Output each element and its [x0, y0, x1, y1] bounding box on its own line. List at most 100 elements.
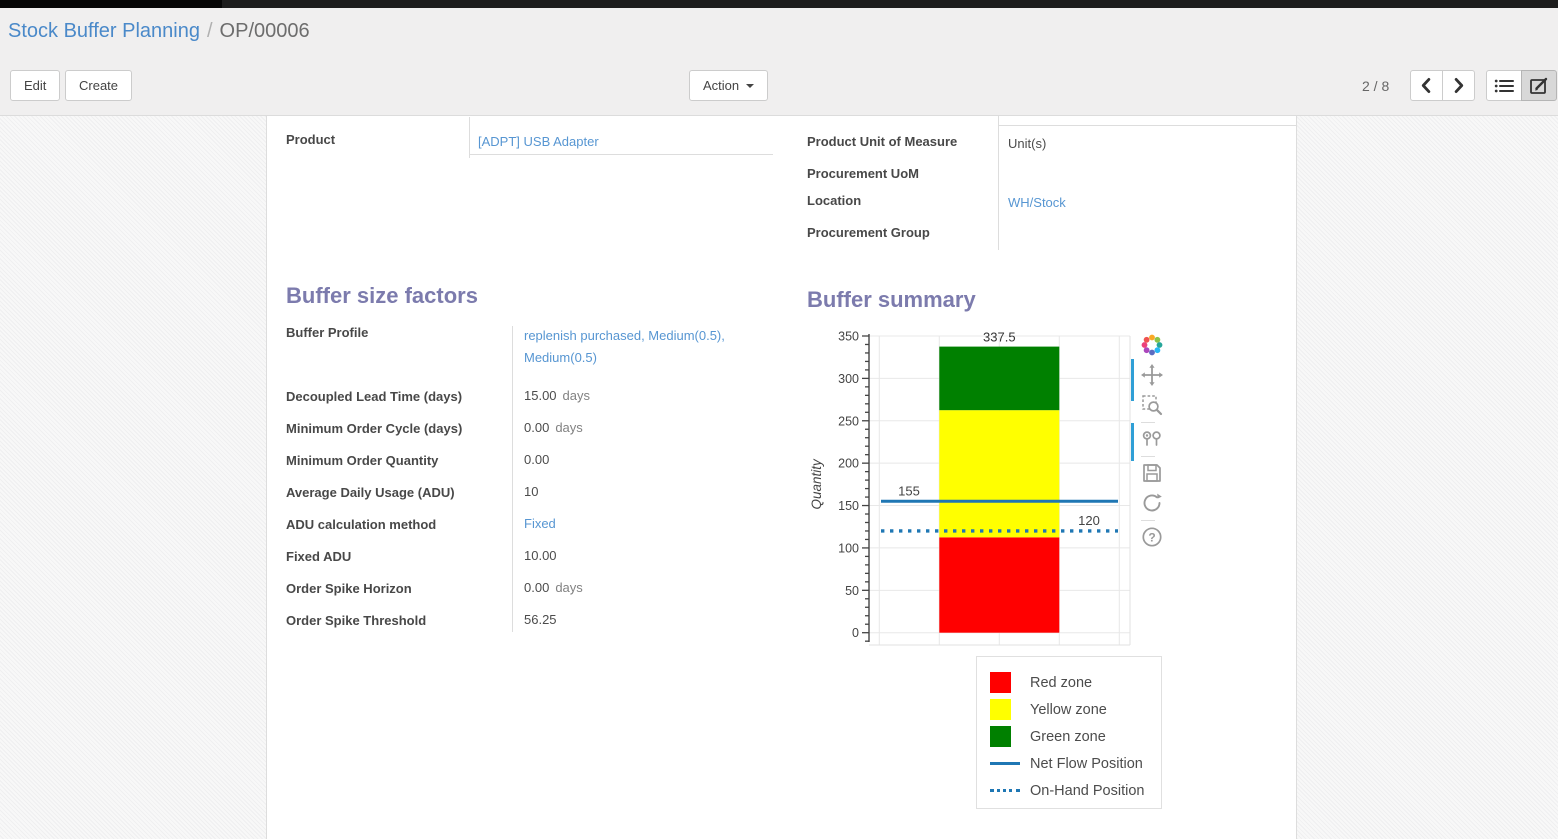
field-label: Order Spike Threshold: [286, 612, 427, 628]
compare-hover-icon[interactable]: [1139, 426, 1165, 452]
field-row-fixed-adu: Fixed ADU 10.00: [286, 540, 791, 572]
modebar-active-indicator: [1131, 359, 1134, 401]
field-label: Minimum Order Cycle (days): [286, 420, 463, 436]
field-value: 0.00: [524, 452, 550, 467]
svg-text:155: 155: [898, 483, 920, 498]
plotly-logo-icon[interactable]: [1139, 332, 1165, 358]
action-dropdown-button[interactable]: Action: [689, 70, 769, 101]
chevron-right-icon: [1454, 77, 1464, 94]
svg-text:0: 0: [852, 626, 859, 640]
reset-axes-icon[interactable]: [1139, 490, 1165, 516]
field-label: Order Spike Horizon: [286, 580, 412, 596]
procurement-uom-field-label: Procurement UoM: [807, 166, 919, 181]
svg-text:337.5: 337.5: [983, 330, 1016, 345]
buffer-factors-table: Buffer Profile replenish purchased, Medi…: [286, 322, 791, 636]
pager-next-button[interactable]: [1442, 70, 1475, 101]
field-row-min-order-cycle: Minimum Order Cycle (days) 0.00 days: [286, 412, 791, 444]
field-label: Decoupled Lead Time (days): [286, 388, 463, 404]
pager-previous-button[interactable]: [1410, 70, 1443, 101]
field-label: Average Daily Usage (ADU): [286, 484, 455, 500]
field-row-adu-method: ADU calculation method Fixed: [286, 508, 791, 540]
chevron-left-icon: [1421, 77, 1431, 94]
field-row-spike-threshold: Order Spike Threshold 56.25: [286, 604, 791, 636]
buffer-size-factors-title: Buffer size factors: [286, 283, 478, 308]
adu-method-value[interactable]: Fixed: [524, 516, 556, 531]
breadcrumb-separator: /: [206, 20, 213, 42]
field-row-decoupled-lead-time: Decoupled Lead Time (days) 15.00 days: [286, 380, 791, 412]
field-label: ADU calculation method: [286, 516, 437, 532]
window-top-bar-segment: [0, 0, 222, 8]
content-background: Product [ADPT] USB Adapter Product Unit …: [0, 116, 1558, 839]
field-label: Minimum Order Quantity: [286, 452, 439, 468]
zoom-box-icon[interactable]: [1139, 392, 1165, 418]
create-button[interactable]: Create: [65, 70, 133, 101]
field-label: Buffer Profile: [286, 325, 369, 340]
breadcrumb: Stock Buffer Planning / OP/00006: [8, 20, 310, 43]
legend-label: Red zone: [1030, 674, 1093, 691]
field-value: 10.00: [524, 548, 557, 563]
buffer-profile-value[interactable]: replenish purchased, Medium(0.5), Medium…: [524, 328, 725, 365]
buffer-summary-chart[interactable]: 112.5262.5337.51551200501001502002503003…: [799, 326, 1179, 658]
pager-counter: 2 / 8: [1362, 77, 1390, 94]
control-panel: Stock Buffer Planning / OP/00006 Edit Crea…: [0, 8, 1558, 116]
legend-item-yellow-zone[interactable]: Yellow zone: [977, 696, 1161, 723]
product-field-value[interactable]: [ADPT] USB Adapter: [478, 134, 599, 149]
field-separator: [998, 116, 999, 250]
field-unit: days: [555, 580, 583, 595]
field-separator: [469, 117, 470, 158]
form-view-button[interactable]: [1521, 70, 1557, 101]
breadcrumb-parent-link[interactable]: Stock Buffer Planning: [8, 20, 200, 42]
pan-icon[interactable]: [1139, 362, 1165, 388]
field-row-min-order-qty: Minimum Order Quantity 0.00: [286, 444, 791, 476]
form-sheet: Product [ADPT] USB Adapter Product Unit …: [266, 116, 1297, 839]
svg-text:Quantity: Quantity: [809, 458, 824, 510]
edit-button[interactable]: Edit: [10, 70, 61, 101]
legend-item-green-zone[interactable]: Green zone: [977, 723, 1161, 750]
svg-text:120: 120: [1078, 513, 1100, 528]
buffer-summary-title: Buffer summary: [807, 287, 976, 312]
svg-text:100: 100: [838, 541, 859, 555]
uom-field-label: Product Unit of Measure: [807, 134, 958, 149]
field-underline: [469, 154, 773, 155]
svg-text:150: 150: [838, 499, 859, 513]
modebar-divider: [1141, 422, 1155, 423]
caret-down-icon: [746, 83, 755, 88]
legend-label: On-Hand Position: [1030, 782, 1145, 799]
list-view-button[interactable]: [1486, 70, 1522, 101]
legend-swatch: [990, 672, 1022, 693]
field-value: 15.00 days: [524, 388, 591, 403]
legend-swatch: [990, 789, 1022, 792]
svg-text:50: 50: [845, 584, 859, 598]
chart-modebar: ?: [1131, 329, 1165, 554]
uom-field-value: Unit(s): [1008, 136, 1047, 151]
location-field-label: Location: [807, 193, 862, 208]
legend-item-net-flow-position[interactable]: Net Flow Position: [977, 750, 1161, 777]
legend-label: Net Flow Position: [1030, 755, 1143, 772]
legend-item-on-hand-position[interactable]: On-Hand Position: [977, 777, 1161, 804]
modebar-divider: [1141, 456, 1155, 457]
window-top-bar: [0, 0, 1558, 8]
legend-label: Green zone: [1030, 728, 1106, 745]
field-value: 10: [524, 484, 539, 499]
field-underline: [999, 125, 1296, 126]
modebar-divider: [1141, 520, 1155, 521]
svg-text:250: 250: [838, 414, 859, 428]
svg-text:300: 300: [838, 372, 859, 386]
field-row-spike-horizon: Order Spike Horizon 0.00 days: [286, 572, 791, 604]
legend-swatch: [990, 761, 1022, 766]
legend-item-red-zone[interactable]: Red zone: [977, 669, 1161, 696]
field-value: 0.00 days: [524, 580, 583, 595]
chart-legend: Red zone Yellow zone Green zone Net Flow…: [976, 656, 1162, 809]
legend-label: Yellow zone: [1030, 701, 1107, 718]
svg-text:200: 200: [838, 457, 859, 471]
save-icon[interactable]: [1139, 460, 1165, 486]
field-value: 0.00 days: [524, 420, 583, 435]
legend-swatch: [990, 699, 1022, 720]
location-field-value[interactable]: WH/Stock: [1008, 195, 1066, 210]
modebar-active-indicator: [1131, 423, 1134, 461]
product-field-label: Product: [286, 132, 336, 147]
form-view-icon: [1530, 77, 1548, 94]
field-row-adu: Average Daily Usage (ADU) 10: [286, 476, 791, 508]
svg-text:350: 350: [838, 330, 859, 344]
help-icon[interactable]: ?: [1139, 524, 1165, 550]
